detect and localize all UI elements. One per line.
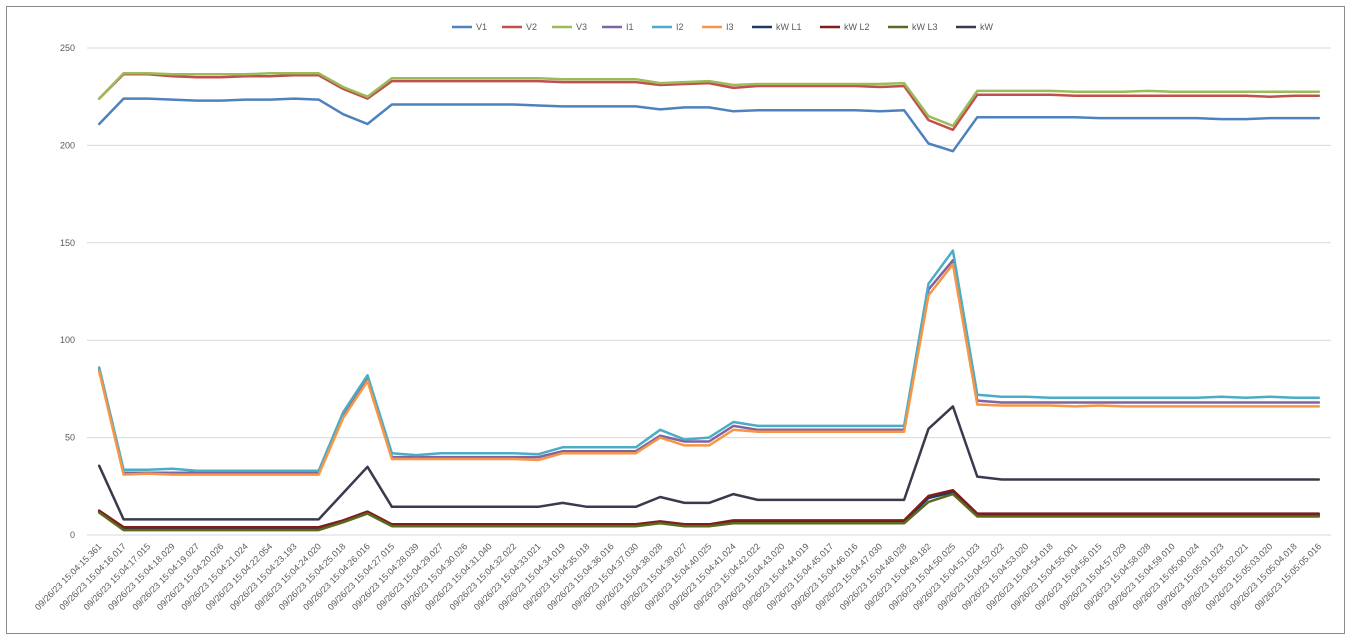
series-line-kw-l1 — [97, 490, 1321, 530]
legend-label-i3: I3 — [726, 22, 734, 32]
y-tick-label: 100 — [60, 335, 75, 345]
legend-label-kw-l3: kW L3 — [912, 22, 938, 32]
series-line-v2 — [97, 73, 1321, 132]
series-line-v3 — [97, 72, 1321, 128]
legend-label-v3: V3 — [576, 22, 587, 32]
y-tick-label: 250 — [60, 43, 75, 53]
series-line-kw — [97, 405, 1321, 521]
legend-label-kw: kW — [980, 22, 994, 32]
chart-frame: 0 50 100 150 200 250 09/26/23 15:04:15.361 09/… — [6, 6, 1345, 634]
legend-label-i1: I1 — [626, 22, 634, 32]
line-chart: 0 50 100 150 200 250 09/26/23 15:04:15.36109/… — [33, 22, 1331, 612]
legend-label-i2: I2 — [676, 22, 684, 32]
legend: V1 V2 V3 I1 I2 I3 kW L1 kW L2 kW L3 kW — [452, 22, 994, 32]
series-lines — [97, 72, 1321, 532]
y-tick-label: 150 — [60, 238, 75, 248]
gridlines — [87, 47, 1331, 536]
legend-label-kw-l1: kW L1 — [776, 22, 802, 32]
series-line-i1 — [97, 259, 1321, 474]
series-line-v1 — [97, 97, 1321, 153]
series-line-i2 — [97, 249, 1321, 472]
series-line-kw-l2 — [97, 488, 1321, 529]
legend-label-v1: V1 — [476, 22, 487, 32]
y-tick-label: 0 — [70, 530, 75, 540]
legend-label-v2: V2 — [526, 22, 537, 32]
series-line-kw-l3 — [97, 492, 1321, 532]
y-axis: 0 50 100 150 200 250 — [60, 43, 75, 540]
y-tick-label: 200 — [60, 140, 75, 150]
series-line-i3 — [97, 262, 1321, 476]
legend-label-kw-l2: kW L2 — [844, 22, 870, 32]
y-tick-label: 50 — [65, 433, 75, 443]
